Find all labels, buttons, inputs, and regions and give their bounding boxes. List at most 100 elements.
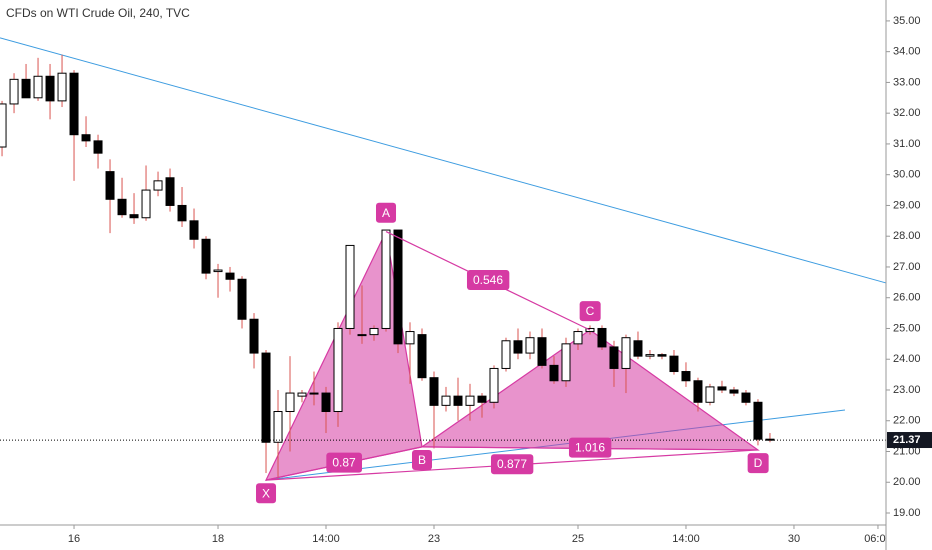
candle-body xyxy=(597,327,607,348)
ratio-label: 0.546 xyxy=(473,273,503,287)
candle-body xyxy=(477,395,487,403)
candle-body xyxy=(57,72,67,102)
point-label-box xyxy=(411,450,433,471)
candle-body xyxy=(369,327,379,336)
candle-body xyxy=(249,318,259,354)
candle-body xyxy=(561,343,571,382)
candle-body xyxy=(105,171,115,200)
candle-body xyxy=(213,269,223,273)
axes: 19.00 20.00 21.00 22.00 23.00 24.00 25.00 26.00… xyxy=(886,15,932,519)
candle-body xyxy=(33,75,43,99)
candle-body xyxy=(45,75,55,102)
point-label-box xyxy=(747,453,769,474)
candle-body xyxy=(705,386,715,403)
candle-body xyxy=(69,72,79,136)
candle-body xyxy=(621,337,631,369)
point-label: D xyxy=(754,456,763,470)
point-label-box xyxy=(256,483,277,504)
y-tick-label: 33.00 xyxy=(893,76,921,88)
ratio-label-box xyxy=(490,454,534,475)
candle-body xyxy=(537,337,547,366)
plot-area: 16 18 14:00 23 25 14:00 30 06:00 0.546 0.87 0.877 1… xyxy=(0,37,892,545)
candle-body xyxy=(273,411,283,443)
ratio-label: 0.877 xyxy=(497,457,527,471)
y-tick-label: 20.00 xyxy=(893,476,921,488)
candle-body xyxy=(417,334,427,379)
candle-body xyxy=(81,134,91,142)
candle-body xyxy=(309,392,319,395)
candle-body xyxy=(609,346,619,369)
y-tick-label: 35.00 xyxy=(893,15,921,27)
ratio-label: 1.016 xyxy=(575,441,605,455)
candle-body xyxy=(573,331,583,345)
y-tick-label: 22.00 xyxy=(893,415,921,427)
candle-body xyxy=(189,220,199,240)
point-label-box xyxy=(579,301,601,322)
y-tick-label: 25.00 xyxy=(893,322,921,334)
candle-body xyxy=(465,395,475,406)
point-label: X xyxy=(262,486,270,500)
candle-body xyxy=(525,337,535,354)
candle-body xyxy=(429,377,439,406)
candle-body xyxy=(669,355,679,373)
candle-body xyxy=(0,103,7,148)
candle-body xyxy=(513,340,523,354)
y-tick-label: 26.00 xyxy=(893,292,921,304)
candle-body xyxy=(549,364,559,382)
trend-line xyxy=(0,37,887,284)
y-tick-label: 29.00 xyxy=(893,199,921,211)
candle-body xyxy=(237,278,247,320)
y-tick-label: 24.00 xyxy=(893,353,921,365)
candle-body xyxy=(285,392,295,413)
candle-body xyxy=(657,354,667,357)
candle-body xyxy=(129,214,139,219)
x-tick-label: 18 xyxy=(212,533,224,545)
y-tick-label: 21.00 xyxy=(893,445,921,457)
candle-body xyxy=(261,352,271,443)
candle-body xyxy=(201,238,211,274)
candle-body xyxy=(117,198,127,216)
candle-body xyxy=(21,78,31,99)
candle-body xyxy=(345,244,355,329)
x-tick-label: 14:00 xyxy=(312,533,340,545)
x-tick-label: 14:00 xyxy=(672,533,700,545)
candle-body xyxy=(693,380,703,403)
point-label-box xyxy=(375,202,397,223)
candle-body xyxy=(681,371,691,382)
candle-body xyxy=(177,204,187,222)
point-label: C xyxy=(586,304,595,318)
price-axis xyxy=(886,0,932,550)
candle-body xyxy=(297,392,307,397)
candle-body xyxy=(717,386,727,391)
x-tick-label: 06:00 xyxy=(864,533,892,545)
candle-body xyxy=(393,229,403,345)
x-tick-label: 25 xyxy=(572,533,584,545)
point-label: B xyxy=(418,453,426,467)
candle-body xyxy=(741,392,751,403)
last-price-label: 21.37 xyxy=(893,434,921,446)
chart-title: CFDs on WTI Crude Oil, 240, TVC xyxy=(6,6,190,20)
candle-body xyxy=(489,367,499,403)
candle-body xyxy=(453,395,463,406)
candle-body xyxy=(225,272,235,280)
candle-body xyxy=(633,340,643,357)
y-tick-label: 30.00 xyxy=(893,169,921,181)
point-label: A xyxy=(382,206,390,220)
y-tick-label: 32.00 xyxy=(893,107,921,119)
candle-body xyxy=(405,331,415,345)
y-tick-label: 27.00 xyxy=(893,261,921,273)
candle-body xyxy=(9,78,19,105)
y-tick-label: 28.00 xyxy=(893,230,921,242)
y-tick-label: 19.00 xyxy=(893,507,921,519)
ratio-label-box xyxy=(326,452,363,473)
candle-body xyxy=(729,389,739,394)
x-tick-label: 23 xyxy=(428,533,440,545)
x-tick-label: 16 xyxy=(68,533,80,545)
candle-body xyxy=(321,392,331,413)
candle-body xyxy=(441,395,451,406)
candle-body xyxy=(765,438,775,441)
candle-body xyxy=(381,229,391,329)
candle-body xyxy=(141,189,151,219)
